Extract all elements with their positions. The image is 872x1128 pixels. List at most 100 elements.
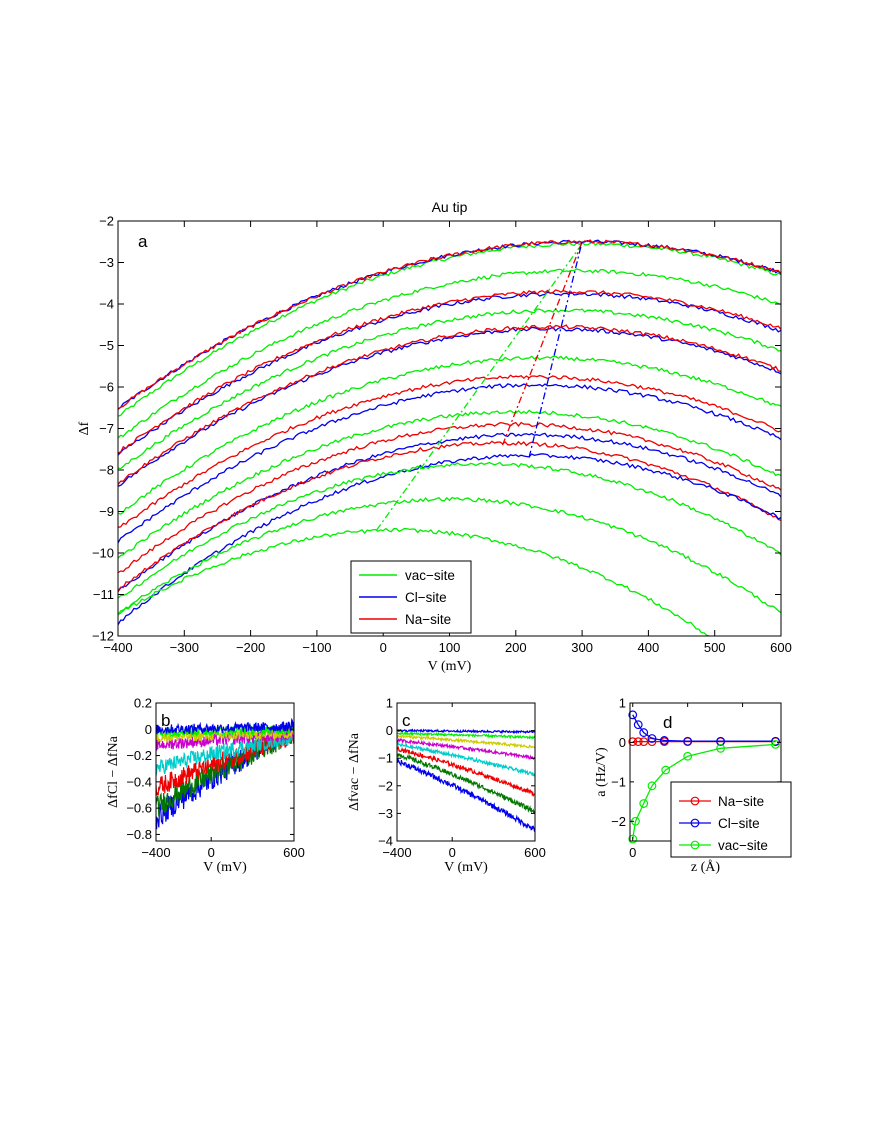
curve-vac-site xyxy=(118,409,781,559)
curve-na-site xyxy=(118,239,781,410)
legend-label-na: Na−site xyxy=(718,794,764,809)
y-axis-label-a: Δf xyxy=(77,421,92,435)
curve-cl-site xyxy=(118,291,781,456)
x-tick-label-a: 200 xyxy=(505,640,527,655)
y-tick-label-a: −5 xyxy=(99,338,114,353)
curve-na-site xyxy=(118,289,781,454)
y-tick-label-a: −7 xyxy=(99,421,114,436)
legend-marker-na xyxy=(690,796,700,806)
y-tick-label-d: 0 xyxy=(619,735,626,750)
series-point-vac xyxy=(716,743,725,753)
diff-curve-extra3 xyxy=(397,733,535,749)
series-point-cl xyxy=(639,728,649,737)
plot-area-c xyxy=(397,728,535,833)
series-point-cl xyxy=(628,710,638,720)
curve-na-site xyxy=(118,440,781,592)
x-axis-label-c: V (mV) xyxy=(444,860,488,875)
x-tick-label-a: −400 xyxy=(103,640,132,655)
curve-vac-site xyxy=(118,241,781,417)
diff-curve-vac xyxy=(156,723,294,738)
series-point-cl xyxy=(683,736,693,746)
peak-line-cl xyxy=(528,241,583,458)
plot-area-a xyxy=(118,239,781,636)
diff-curve-cl xyxy=(397,757,535,833)
y-tick-label-b: 0 xyxy=(145,722,152,737)
y-tick-label-c: 1 xyxy=(386,696,393,711)
axes-frame-b xyxy=(155,702,295,842)
y-axis-label-c: Δfvac − ΔfNa xyxy=(347,732,362,811)
y-tick-label-b: −0.2 xyxy=(126,748,152,763)
diff-curve-vac xyxy=(397,731,535,740)
diff-curve-extra4 xyxy=(397,753,535,814)
curve-cl-site xyxy=(118,326,781,487)
diff-curve-extra2 xyxy=(397,737,535,761)
diff-curve-cl xyxy=(156,720,294,735)
series-point-vac xyxy=(639,799,649,808)
y-tick-label-a: −10 xyxy=(92,546,114,561)
series-point-vac xyxy=(771,740,780,749)
x-tick-label-a: 400 xyxy=(638,640,660,655)
x-tick-label-c: 600 xyxy=(524,845,546,860)
legend-label-cl: Cl−site xyxy=(405,590,447,605)
y-tick-label-c: −1 xyxy=(378,751,393,766)
x-tick-label-a: −200 xyxy=(236,640,265,655)
y-tick-label-a: −12 xyxy=(92,629,114,644)
diff-curve-extra1 xyxy=(397,741,535,777)
panel-letter-a: a xyxy=(138,232,148,251)
curve-na-site xyxy=(118,324,781,485)
x-tick-label-a: 0 xyxy=(380,640,387,655)
x-tick-label-b: 0 xyxy=(208,845,215,860)
diff-curve-cl xyxy=(397,728,535,735)
y-tick-label-b: −0.4 xyxy=(126,774,152,789)
y-tick-label-c: −2 xyxy=(378,778,393,793)
chart-title: Au tip xyxy=(432,199,468,215)
y-tick-label-d: 1 xyxy=(619,696,626,711)
legend-label-vac: vac−site xyxy=(405,568,455,583)
x-tick-label-b: −400 xyxy=(141,845,170,860)
y-tick-label-a: −8 xyxy=(99,463,114,478)
x-tick-label-a: 300 xyxy=(571,640,593,655)
y-tick-label-d: −2 xyxy=(611,814,626,829)
y-tick-label-d: −1 xyxy=(611,774,626,789)
series-point-cl xyxy=(659,736,669,745)
diff-curve-na xyxy=(397,745,535,798)
y-axis-label-d: a (Hz/V) xyxy=(594,747,609,797)
y-tick-label-b: −0.6 xyxy=(126,801,152,816)
x-tick-label-a: 500 xyxy=(704,640,726,655)
x-tick-label-a: 100 xyxy=(439,640,461,655)
series-point-na xyxy=(633,737,643,747)
y-tick-label-a: −9 xyxy=(99,504,114,519)
legend-marker-cl xyxy=(690,818,700,828)
series-point-na xyxy=(639,737,649,747)
curve-vac-site xyxy=(118,307,781,470)
series-line-vac xyxy=(632,743,776,840)
series-point-vac xyxy=(683,751,693,761)
series-point-cl xyxy=(633,720,643,730)
peak-line-na xyxy=(501,241,583,446)
y-tick-label-a: −11 xyxy=(93,587,114,602)
x-axis-label-b: V (mV) xyxy=(203,860,247,875)
y-tick-label-b: −0.8 xyxy=(126,827,152,842)
y-tick-label-b: 0.2 xyxy=(134,696,152,711)
curve-na-site xyxy=(118,374,781,528)
series-point-cl xyxy=(647,734,657,743)
y-axis-label-b: ΔfCl − ΔfNa xyxy=(106,735,121,808)
legend-label-na: Na−site xyxy=(405,612,451,627)
curve-vac-site xyxy=(118,461,781,599)
curve-vac-site xyxy=(118,355,781,515)
x-tick-label-b: 600 xyxy=(283,845,305,860)
series-line-cl xyxy=(632,714,776,742)
y-tick-label-c: −3 xyxy=(378,806,393,821)
x-tick-label-a: −300 xyxy=(170,640,199,655)
x-axis-label-d: z (Å) xyxy=(691,859,720,875)
panel-letter-c: c xyxy=(402,711,411,730)
series-point-na xyxy=(628,737,638,747)
y-tick-label-a: −6 xyxy=(99,380,114,395)
panel-letter-d: d xyxy=(663,713,672,732)
y-tick-label-a: −3 xyxy=(99,255,114,270)
curve-vac-site xyxy=(118,496,781,616)
curve-cl-site xyxy=(118,432,781,592)
x-tick-label-d: 0 xyxy=(629,845,636,860)
x-tick-label-c: 0 xyxy=(449,845,456,860)
plot-area-b xyxy=(156,717,294,830)
